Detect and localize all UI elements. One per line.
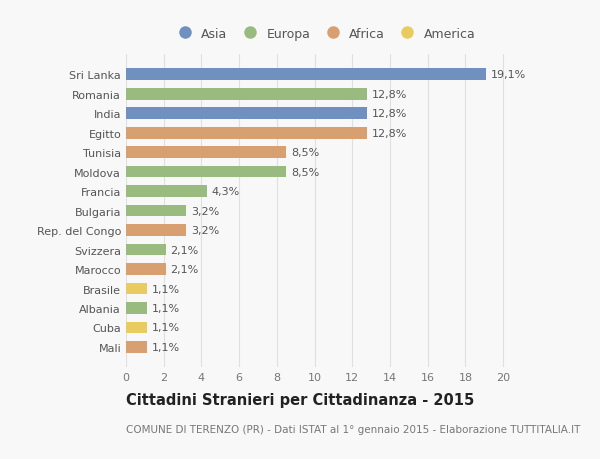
Bar (126, 263, 166, 275)
Text: 12,8%: 12,8% (372, 90, 407, 100)
Text: 8,5%: 8,5% (291, 167, 319, 177)
Legend: Asia, Europa, Africa, America: Asia, Europa, Africa, America (169, 24, 479, 45)
Bar (126, 167, 286, 178)
Text: 2,1%: 2,1% (170, 245, 199, 255)
Text: 12,8%: 12,8% (372, 109, 407, 119)
Bar (126, 108, 367, 120)
Bar (126, 341, 147, 353)
Text: 8,5%: 8,5% (291, 148, 319, 158)
Text: 12,8%: 12,8% (372, 129, 407, 139)
Text: 1,1%: 1,1% (151, 303, 179, 313)
Text: 4,3%: 4,3% (212, 187, 240, 197)
Text: COMUNE DI TERENZO (PR) - Dati ISTAT al 1° gennaio 2015 - Elaborazione TUTTITALIA: COMUNE DI TERENZO (PR) - Dati ISTAT al 1… (126, 425, 580, 435)
Text: 1,1%: 1,1% (151, 284, 179, 294)
Text: 1,1%: 1,1% (151, 342, 179, 352)
Text: 19,1%: 19,1% (491, 70, 526, 80)
Bar (126, 186, 207, 197)
Text: 3,2%: 3,2% (191, 206, 220, 216)
Bar (126, 244, 166, 256)
Bar (126, 128, 367, 139)
Text: Cittadini Stranieri per Cittadinanza - 2015: Cittadini Stranieri per Cittadinanza - 2… (126, 392, 474, 408)
Bar (126, 89, 367, 101)
Text: 1,1%: 1,1% (151, 323, 179, 333)
Bar (126, 69, 486, 81)
Text: 3,2%: 3,2% (191, 225, 220, 235)
Bar (126, 302, 147, 314)
Bar (126, 225, 187, 236)
Bar (126, 283, 147, 295)
Bar (126, 205, 187, 217)
Bar (126, 147, 286, 159)
Text: 2,1%: 2,1% (170, 264, 199, 274)
Bar (126, 322, 147, 334)
